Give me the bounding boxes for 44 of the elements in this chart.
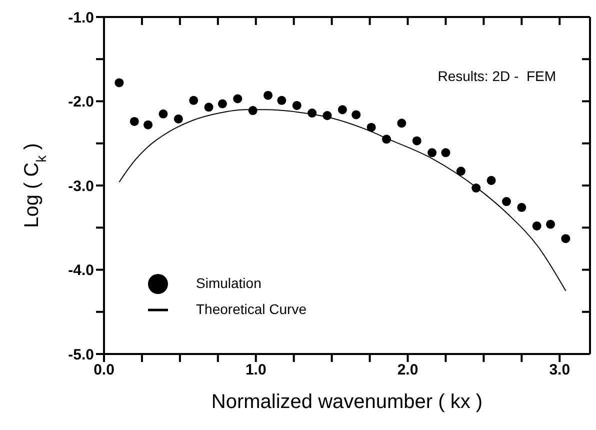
point bbox=[114, 78, 124, 88]
point bbox=[456, 166, 466, 176]
point bbox=[144, 120, 153, 130]
point bbox=[561, 234, 570, 244]
point bbox=[174, 114, 183, 124]
point bbox=[158, 109, 168, 118]
point bbox=[428, 148, 437, 158]
point bbox=[412, 136, 422, 146]
point bbox=[218, 99, 227, 108]
point bbox=[502, 197, 511, 206]
legend-label: Theoretical Curve bbox=[196, 301, 306, 317]
x-tick-label: 3.0 bbox=[549, 362, 570, 379]
point bbox=[233, 94, 242, 104]
point bbox=[397, 118, 406, 128]
y-tick-label: -5.0 bbox=[68, 346, 94, 364]
point bbox=[472, 184, 481, 193]
point bbox=[352, 110, 361, 120]
point bbox=[382, 134, 391, 144]
point bbox=[292, 100, 302, 110]
point bbox=[486, 176, 496, 185]
y-tick-label: -3.0 bbox=[68, 178, 94, 195]
annotation: Results: 2D - FEM bbox=[438, 68, 556, 84]
y-tick-label: -1.0 bbox=[68, 9, 94, 26]
point bbox=[130, 116, 139, 126]
point bbox=[441, 148, 450, 158]
point bbox=[546, 220, 556, 229]
point bbox=[204, 102, 214, 112]
point bbox=[189, 96, 198, 105]
point bbox=[366, 122, 376, 132]
point bbox=[532, 221, 542, 230]
y-tick-label: -2.0 bbox=[68, 94, 94, 111]
legend-label: Simulation bbox=[196, 275, 262, 291]
x-tick-label: 0.0 bbox=[94, 362, 114, 379]
x-axis-title: Normalized wavenumber ( kx ) bbox=[211, 391, 483, 413]
y-tick-label: -4.0 bbox=[68, 262, 94, 280]
point bbox=[322, 111, 332, 120]
point bbox=[517, 202, 526, 212]
point bbox=[248, 106, 258, 116]
x-tick-label: 2.0 bbox=[397, 362, 418, 379]
point bbox=[264, 90, 273, 100]
point bbox=[308, 108, 317, 118]
point bbox=[338, 105, 347, 114]
x-tick-label: 1.0 bbox=[245, 362, 266, 379]
point bbox=[277, 96, 286, 105]
